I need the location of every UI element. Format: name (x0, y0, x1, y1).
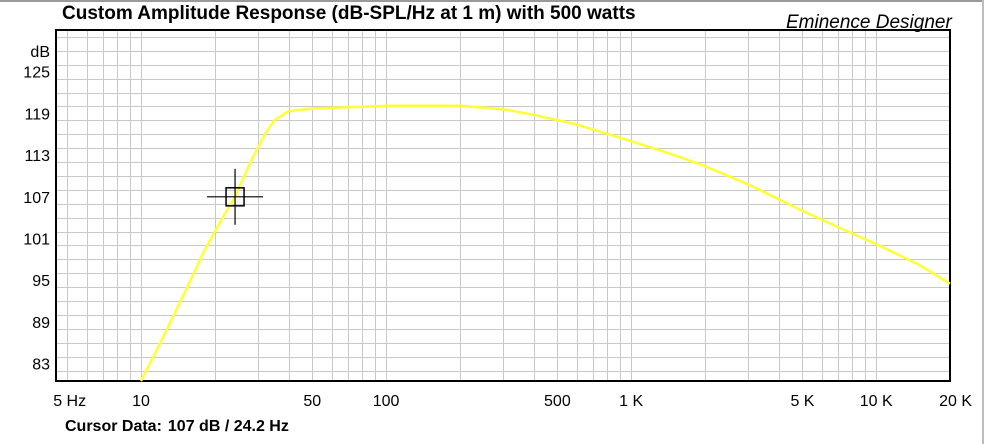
x-tick-label: 20 K (939, 393, 972, 410)
cursor-crosshair[interactable] (207, 168, 264, 225)
y-tick-label: 113 (24, 148, 50, 165)
x-tick-label: 50 (303, 393, 321, 410)
grid-lines (56, 30, 951, 381)
y-axis-label: dB (30, 44, 50, 61)
y-tick-label: 89 (32, 315, 50, 332)
x-tick-label: 10 K (860, 393, 893, 410)
x-tick-label: 100 (373, 393, 400, 410)
cursor-box (225, 187, 245, 207)
x-tick-label: 1 K (619, 393, 643, 410)
y-tick-label: 125 (23, 65, 50, 82)
x-tick-label: 500 (544, 393, 571, 410)
right-border (982, 0, 984, 444)
y-tick-label: 101 (23, 232, 50, 249)
x-tick-labels: 5 Hz 10 50 100 500 1 K 5 K 10 K 20 K (53, 393, 972, 410)
series-line (139, 104, 951, 382)
y-tick-label: 107 (23, 190, 50, 207)
y-tick-label: 95 (32, 273, 50, 290)
cursor-readout-value: 107 dB / 24.2 Hz (167, 418, 289, 435)
plot-area-frame (55, 29, 951, 382)
top-border (0, 0, 984, 2)
x-tick-label: 10 (132, 393, 150, 410)
x-tick-label: 5 K (790, 393, 814, 410)
x-tick-label: 5 Hz (53, 393, 86, 410)
cursor-readout: Cursor Data: 107 dB / 24.2 Hz (65, 418, 289, 436)
brand-watermark: Eminence Designer (786, 12, 952, 33)
chart-title: Custom Amplitude Response (dB-SPL/Hz at … (62, 3, 636, 24)
y-tick-label: 119 (24, 106, 50, 123)
series-group (139, 104, 951, 382)
y-tick-labels: 83 89 95 101 107 113 119 125 (23, 65, 50, 374)
y-tick-label: 83 (32, 357, 50, 374)
cursor-readout-label: Cursor Data: (65, 418, 162, 435)
